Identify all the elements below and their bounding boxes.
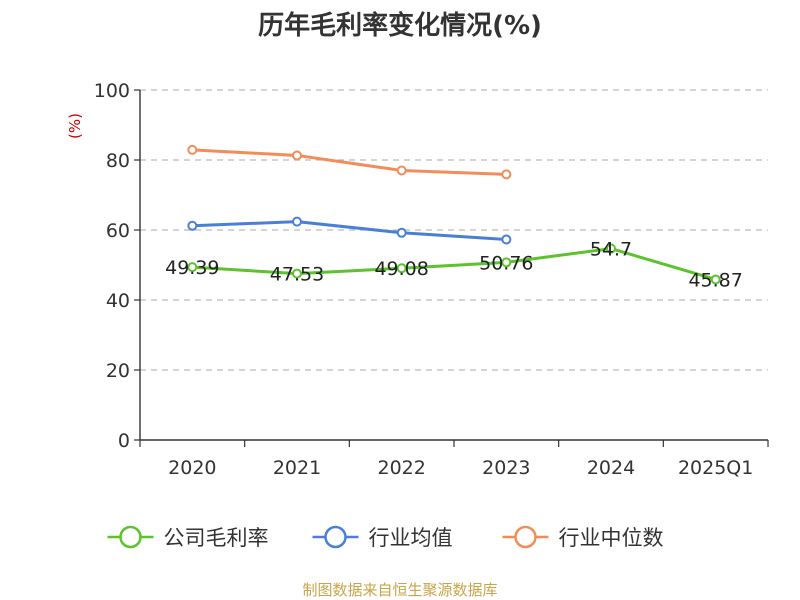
series-line: [192, 148, 507, 176]
x-tick-label: 2023: [482, 457, 530, 479]
data-point: [501, 257, 512, 268]
data-point: [396, 165, 407, 176]
grid: [140, 89, 768, 371]
data-label: 50.76: [479, 252, 533, 274]
legend-label: 公司毛利率: [164, 526, 269, 550]
y-tick-label: 100: [94, 80, 130, 102]
series: [187, 144, 721, 285]
y-tick-label: 80: [106, 150, 130, 172]
series-line: [192, 247, 717, 281]
legend-item[interactable]: 公司毛利率: [107, 525, 269, 550]
data-point: [710, 274, 721, 285]
legend-item[interactable]: 行业均值: [312, 525, 453, 550]
data-label: 54.7: [590, 239, 632, 261]
legend-swatch-marker: [514, 525, 537, 549]
data-point: [292, 216, 302, 227]
legend-swatch-marker: [119, 525, 142, 549]
data-point: [187, 144, 198, 155]
x-tick-label: 2024: [587, 457, 635, 479]
y-tick-label: 40: [106, 290, 130, 312]
legend-label: 行业均值: [369, 526, 453, 550]
legend-item[interactable]: 行业中位数: [502, 525, 664, 550]
data-point: [187, 262, 198, 273]
data-point: [501, 234, 512, 245]
y-tick-label: 60: [106, 220, 130, 242]
data-label: 47.53: [270, 264, 324, 286]
legend-label: 行业中位数: [559, 526, 664, 550]
data-point: [606, 243, 616, 254]
x-tick-label: 2022: [377, 457, 425, 479]
data-point: [396, 227, 407, 238]
data-point: [396, 263, 407, 274]
source-note: 制图数据来自恒生聚源数据库: [302, 581, 497, 599]
data-point: [187, 220, 198, 231]
legend: 公司毛利率 行业均值 行业中位数: [107, 525, 664, 550]
data-point: [501, 169, 512, 180]
x-tick-label: 2020: [168, 457, 216, 479]
legend-swatch-marker: [324, 525, 347, 549]
y-tick-label: 20: [106, 360, 130, 382]
x-tick-label: 2021: [273, 457, 321, 479]
y-tick-label: 0: [118, 430, 130, 452]
chart-title: 历年毛利率变化情况(%): [258, 10, 542, 41]
data-labels: 49.39 47.53 49.08 50.76 54.7 45.87: [165, 239, 743, 292]
data-point: [292, 268, 302, 279]
axes: 0 20 40 60 80 100 2020 2021 2022 2023 2024 2025Q1: [94, 80, 769, 479]
x-tick-label: 2025Q1: [678, 457, 753, 479]
data-label: 49.39: [165, 257, 219, 279]
series-line: [192, 220, 507, 241]
data-label: 49.08: [374, 258, 428, 280]
data-point: [292, 150, 302, 161]
y-axis-label: (%): [66, 113, 84, 139]
data-label: 45.87: [688, 269, 742, 291]
